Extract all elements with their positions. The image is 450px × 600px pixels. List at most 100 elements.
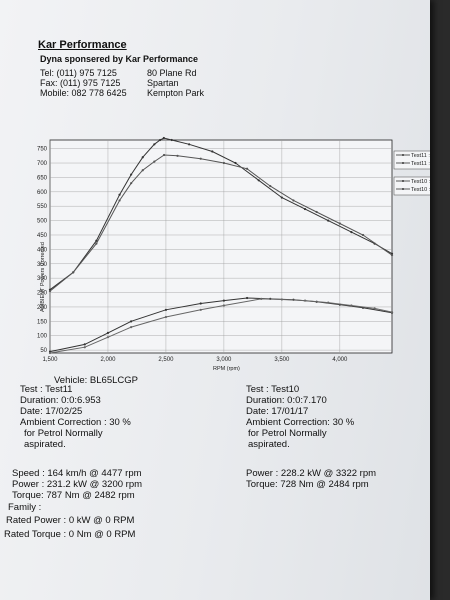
- series-2-point: [83, 343, 86, 346]
- series-2-point: [222, 299, 225, 302]
- series-3-point: [280, 298, 283, 301]
- series-3-point: [373, 307, 376, 310]
- vehicle-label: Vehicle: BL65LCGP: [54, 375, 138, 386]
- series-0-point: [170, 138, 173, 142]
- left-power: Power : 231.2 kW @ 3200 rpm: [12, 479, 143, 490]
- sponsor-line: Dyna sponsered by Kar Performance: [40, 54, 199, 64]
- y-tick-label: 100: [37, 334, 48, 340]
- series-1-point: [199, 157, 202, 160]
- series-line-3: [49, 298, 393, 354]
- series-3-point: [222, 304, 225, 307]
- left-test: Test : Test11: [20, 384, 73, 395]
- series-3-point: [164, 315, 168, 319]
- x-tick-label: 2,000: [100, 357, 116, 363]
- y-tick-label: 600: [37, 190, 48, 196]
- right-power: Power : 228.2 kW @ 3322 rpm: [246, 468, 377, 479]
- y-tick-label: 450: [37, 233, 48, 239]
- series-0-point: [118, 193, 121, 196]
- series-0-point: [153, 143, 156, 146]
- series-1-point: [153, 160, 156, 163]
- series-2-point: [164, 308, 168, 311]
- series-3-point: [48, 351, 52, 355]
- series-3-point: [83, 346, 86, 349]
- company-name: Kar Performance: [38, 39, 127, 51]
- series-0-point: [159, 138, 162, 142]
- x-axis-label: RPM (rpm): [213, 366, 240, 372]
- y-tick-label: 400: [37, 247, 48, 253]
- series-3-point: [106, 336, 110, 339]
- series-1-point: [315, 210, 318, 214]
- x-tick-label: 1,500: [42, 357, 58, 363]
- y-axis-ticks: 50 100 150 200 250 300 350 400 450 500 550 600 650 70…: [37, 147, 48, 354]
- series-0-point: [188, 143, 191, 146]
- series-0-point: [303, 207, 307, 211]
- y-tick-label: 50: [40, 348, 47, 354]
- y-tick-label: 700: [37, 161, 48, 167]
- series-2-point: [199, 302, 202, 305]
- x-tick-label: 4,000: [332, 357, 348, 363]
- series-1-point: [245, 167, 249, 170]
- tel-line: Tel: (011) 975 7125: [40, 68, 117, 78]
- left-date: Date: 17/02/25: [20, 406, 83, 417]
- series-3-point: [390, 311, 394, 314]
- right-fuel-1: for Petrol Normally: [248, 428, 327, 439]
- rated-torque: Rated Torque : 0 Nm @ 0 RPM: [4, 529, 136, 540]
- right-fuel-2: aspirated.: [248, 439, 290, 450]
- legend-marker: [402, 188, 404, 190]
- series-0-point: [234, 161, 237, 165]
- series-1-point: [176, 154, 179, 157]
- legend-marker: [402, 180, 404, 182]
- series-0-point: [211, 150, 214, 153]
- dyno-chart: 50 100 150 200 250 300 350 400 450 500 550 600 650 70…: [37, 136, 430, 372]
- address-line-1: 80 Plane Rd: [147, 68, 197, 78]
- series-0-point: [130, 173, 133, 176]
- right-date: Date: 17/01/17: [246, 406, 309, 417]
- x-tick-label: 3,500: [274, 357, 290, 363]
- series-1-point: [269, 184, 272, 188]
- right-test: Test : Test10: [246, 384, 300, 395]
- mobile-line: Mobile: 082 778 6425: [40, 88, 127, 98]
- curves: [48, 136, 394, 355]
- series-2-point: [106, 331, 110, 334]
- address-line-3: Kempton Park: [147, 88, 205, 98]
- left-duration: Duration: 0:0:6.953: [20, 395, 101, 406]
- series-1-point: [48, 290, 52, 293]
- series-2-point: [245, 296, 249, 300]
- left-fuel-1: for Petrol Normally: [24, 428, 103, 439]
- y-tick-label: 550: [37, 204, 48, 210]
- series-0-point: [257, 179, 260, 182]
- series-1-point: [118, 199, 121, 202]
- family-label: Family :: [8, 502, 42, 513]
- series-3-point: [130, 325, 133, 329]
- right-duration: Duration: 0:0:7.170: [246, 395, 327, 406]
- series-3-point: [199, 308, 202, 311]
- series-3-point: [327, 301, 330, 304]
- series-1-point: [130, 182, 133, 185]
- legend-label: Test10 : Po: [411, 179, 430, 185]
- series-1-point: [162, 153, 166, 157]
- series-0-point: [280, 196, 283, 199]
- series-0-point: [95, 239, 98, 242]
- series-1-point: [72, 271, 75, 274]
- dyno-printout-sheet: Kar Performance Dyna sponsered by Kar Pe…: [0, 0, 430, 600]
- y-tick-label: 500: [37, 219, 48, 225]
- rated-power: Rated Power : 0 kW @ 0 RPM: [6, 515, 135, 526]
- series-1-point: [390, 254, 394, 257]
- right-ambient: Ambient Correction: 30 %: [246, 417, 355, 428]
- series-1-point: [338, 222, 341, 225]
- x-tick-label: 2,500: [158, 357, 174, 363]
- series-1-point: [222, 161, 225, 165]
- series-3-point: [350, 304, 353, 307]
- y-tick-label: 250: [37, 291, 48, 297]
- series-line-2: [49, 297, 393, 353]
- legend-marker: [402, 154, 404, 156]
- series-0-point: [327, 219, 330, 222]
- series-0-point: [141, 156, 144, 159]
- series-0-point: [350, 231, 353, 234]
- plot-frame: [49, 139, 393, 354]
- y-tick-label: 200: [37, 305, 48, 311]
- series-1-point: [361, 233, 365, 237]
- left-torque: Torque: 787 Nm @ 2482 rpm: [12, 490, 135, 501]
- series-2-point: [130, 320, 133, 323]
- left-ambient: Ambient Correction : 30 %: [20, 417, 131, 428]
